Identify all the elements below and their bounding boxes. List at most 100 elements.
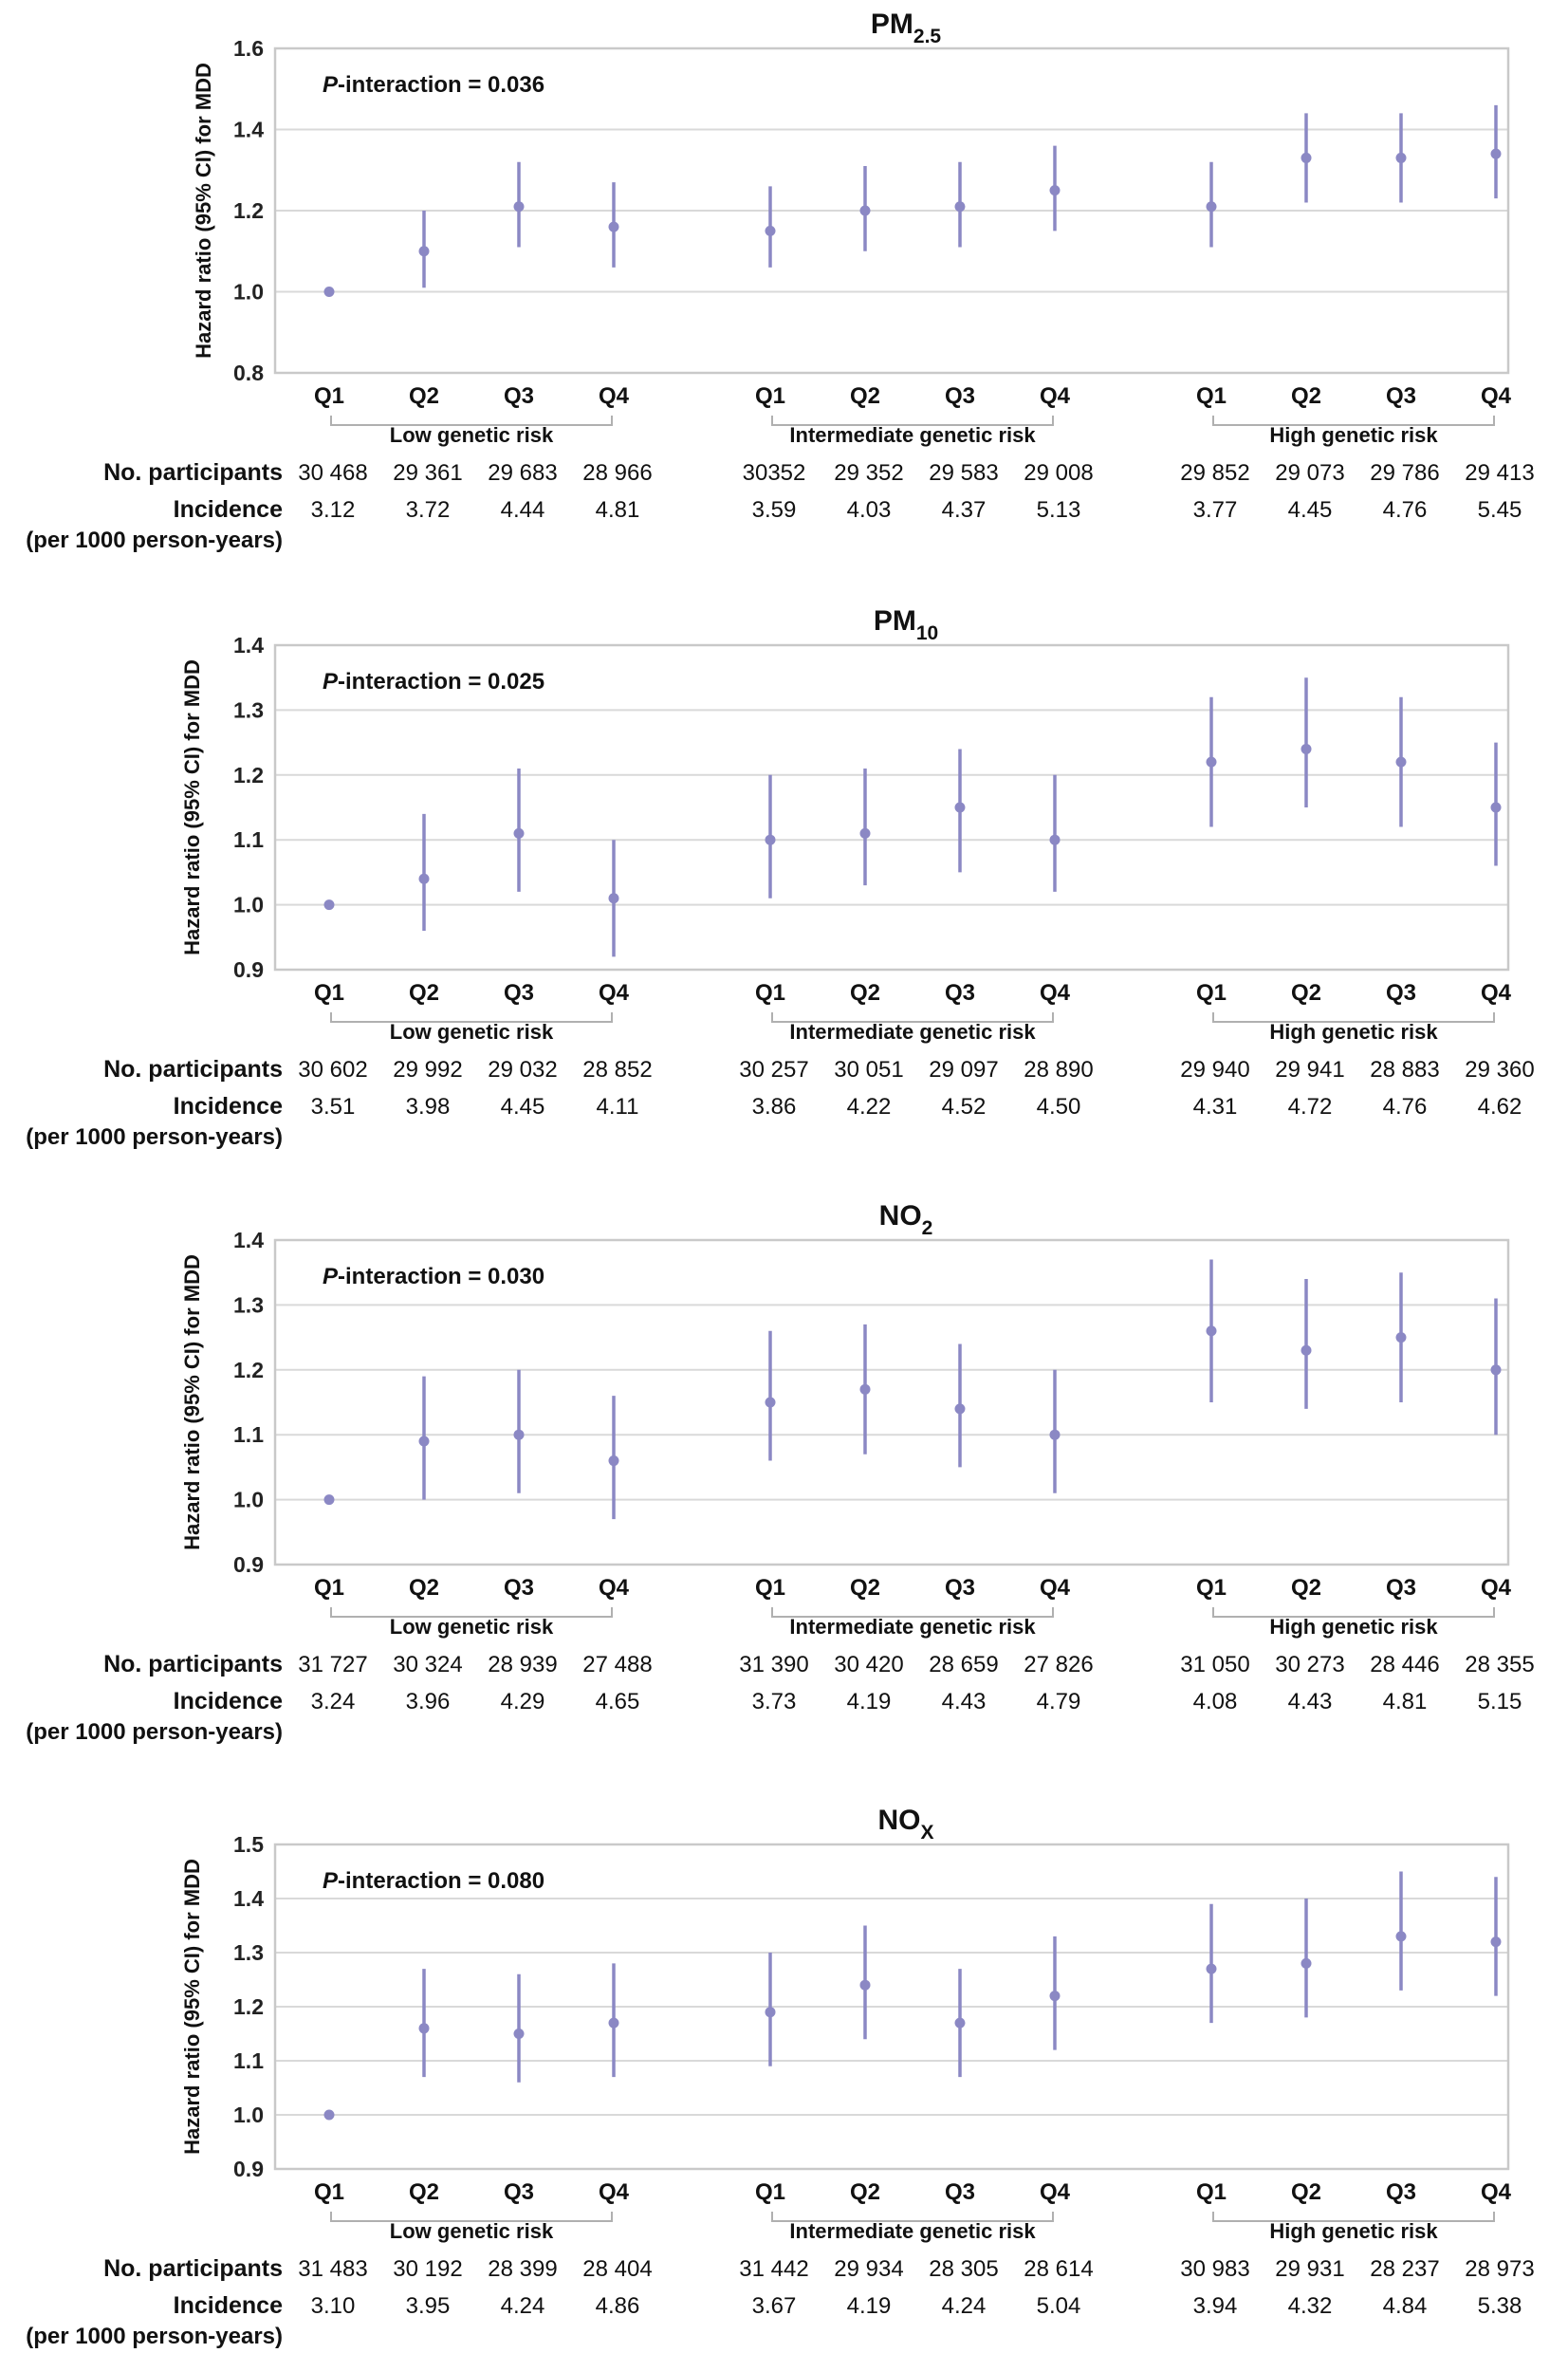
hr-point [418, 246, 430, 257]
incidence-value: 4.24 [501, 2293, 545, 2319]
incidence-value: 3.59 [752, 497, 797, 523]
participants-value: 30 257 [739, 1057, 808, 1083]
participants-value: 28 890 [1024, 1057, 1093, 1083]
plot-frame [273, 1238, 1510, 1566]
participants-value: 28 852 [582, 1057, 652, 1083]
group-label: Low genetic risk [390, 2219, 554, 2243]
y-tick-label: 1.2 [233, 1994, 264, 2019]
incidence-value: 4.43 [1288, 1689, 1333, 1714]
x-tick-label: Q1 [1196, 1575, 1227, 1601]
participants-value: 29 073 [1275, 460, 1344, 486]
x-tick-label: Q3 [945, 383, 975, 409]
incidence-value: 5.04 [1037, 2293, 1081, 2319]
y-tick-label: 1.2 [233, 198, 264, 223]
y-tick-label: 1.3 [233, 1292, 264, 1317]
participants-value: 31 727 [298, 1652, 367, 1677]
group-label: Intermediate genetic risk [789, 1020, 1036, 1044]
participants-value: 28 237 [1370, 2256, 1439, 2282]
x-tick-label: Q2 [850, 383, 880, 409]
hr-point [765, 225, 776, 236]
group-label: Intermediate genetic risk [789, 2219, 1036, 2243]
y-tick-label: 1.4 [233, 633, 264, 658]
participants-value: 29 786 [1370, 460, 1439, 486]
incidence-value: 3.67 [752, 2293, 797, 2319]
incidence-value: 3.86 [752, 1094, 797, 1120]
participants-value: 28 966 [582, 460, 652, 486]
hr-point [1395, 1332, 1407, 1343]
x-tick-label: Q2 [1291, 980, 1321, 1006]
x-tick-label: Q2 [850, 2179, 880, 2205]
participants-value: 30 273 [1275, 1652, 1344, 1677]
x-tick-label: Q2 [409, 383, 439, 409]
hr-point [418, 1436, 430, 1447]
participants-row-label: No. participants [103, 1056, 283, 1083]
hr-point [1206, 756, 1217, 768]
participants-value: 29 032 [488, 1057, 557, 1083]
y-tick-label: 0.8 [233, 361, 264, 385]
incidence-value: 3.10 [311, 2293, 356, 2319]
hr-point [1206, 1963, 1217, 1974]
incidence-row-label: Incidence [174, 496, 283, 523]
incidence-value: 3.73 [752, 1689, 797, 1714]
hr-point [765, 834, 776, 845]
participants-row-label: No. participants [103, 2255, 283, 2282]
y-tick-label: 1.6 [233, 36, 264, 61]
hr-point [1301, 1344, 1312, 1356]
participants-value: 30 324 [393, 1652, 462, 1677]
group-bracket [330, 2212, 613, 2222]
panel-1: PM2.5 0.8 1.0 1.2 1.4 1.6 Hazard ratio (95% CI… [26, 9, 1535, 553]
participants-value: 28 614 [1024, 2256, 1093, 2282]
participants-value: 29 931 [1275, 2256, 1344, 2282]
y-tick-label: 1.4 [233, 1886, 264, 1911]
hr-point [1301, 743, 1312, 754]
y-axis-label: Hazard ratio (95% CI) for MDD [180, 659, 204, 955]
hr-point [1049, 1429, 1061, 1440]
x-tick-label: Q2 [850, 980, 880, 1006]
x-tick-label: Q3 [1386, 980, 1416, 1006]
y-tick-label: 1.0 [233, 280, 264, 305]
x-tick-label: Q4 [1040, 383, 1071, 409]
y-axis-label: Hazard ratio (95% CI) for MDD [180, 1254, 204, 1550]
y-tick-label: 0.9 [233, 1552, 264, 1577]
group-label: Intermediate genetic risk [789, 423, 1036, 447]
incidence-value: 5.45 [1478, 497, 1522, 523]
participants-row-label: No. participants [103, 459, 283, 486]
panel-title: NO2 [879, 1200, 933, 1239]
p-interaction-label: P-interaction = 0.036 [323, 72, 544, 98]
participants-value: 30 192 [393, 2256, 462, 2282]
panel-3: NO2 0.9 1.0 1.1 1.2 1.3 1.4 Hazard ratio (95% C… [26, 1200, 1535, 1745]
panel-4: NOX 0.9 1.0 1.1 1.2 1.3 1.4 1.5 Hazard ratio (95… [26, 1805, 1535, 2349]
x-tick-label: Q3 [1386, 383, 1416, 409]
incidence-value: 4.81 [1383, 1689, 1428, 1714]
hr-point [513, 201, 525, 213]
x-tick-label: Q1 [1196, 383, 1227, 409]
hr-point [1395, 152, 1407, 163]
participants-value: 30 051 [834, 1057, 903, 1083]
participants-value: 29 934 [834, 2256, 903, 2282]
x-tick-label: Q2 [409, 1575, 439, 1601]
x-tick-label: Q2 [409, 2179, 439, 2205]
incidence-value: 4.52 [942, 1094, 987, 1120]
hr-point [1395, 1931, 1407, 1942]
group-bracket [330, 1607, 613, 1618]
x-tick-label: Q2 [1291, 1575, 1321, 1601]
participants-value: 29 008 [1024, 460, 1093, 486]
group-label: Low genetic risk [390, 1020, 554, 1044]
participants-value: 29 360 [1465, 1057, 1534, 1083]
x-tick-label: Q2 [1291, 2179, 1321, 2205]
participants-value: 31 050 [1180, 1652, 1249, 1677]
y-tick-label: 1.2 [233, 763, 264, 787]
hr-point [418, 873, 430, 884]
hr-point [1490, 148, 1502, 159]
group-bracket [771, 1012, 1054, 1023]
x-tick-label: Q3 [504, 383, 534, 409]
incidence-value: 4.19 [847, 2293, 892, 2319]
y-tick-label: 1.3 [233, 1940, 264, 1965]
x-tick-label: Q1 [314, 1575, 344, 1601]
y-tick-label: 1.1 [233, 1422, 264, 1447]
y-tick-label: 1.1 [233, 827, 264, 852]
y-tick-label: 1.4 [233, 1228, 264, 1252]
hr-point [859, 1383, 871, 1395]
x-tick-label: Q3 [1386, 1575, 1416, 1601]
hr-point [859, 205, 871, 216]
